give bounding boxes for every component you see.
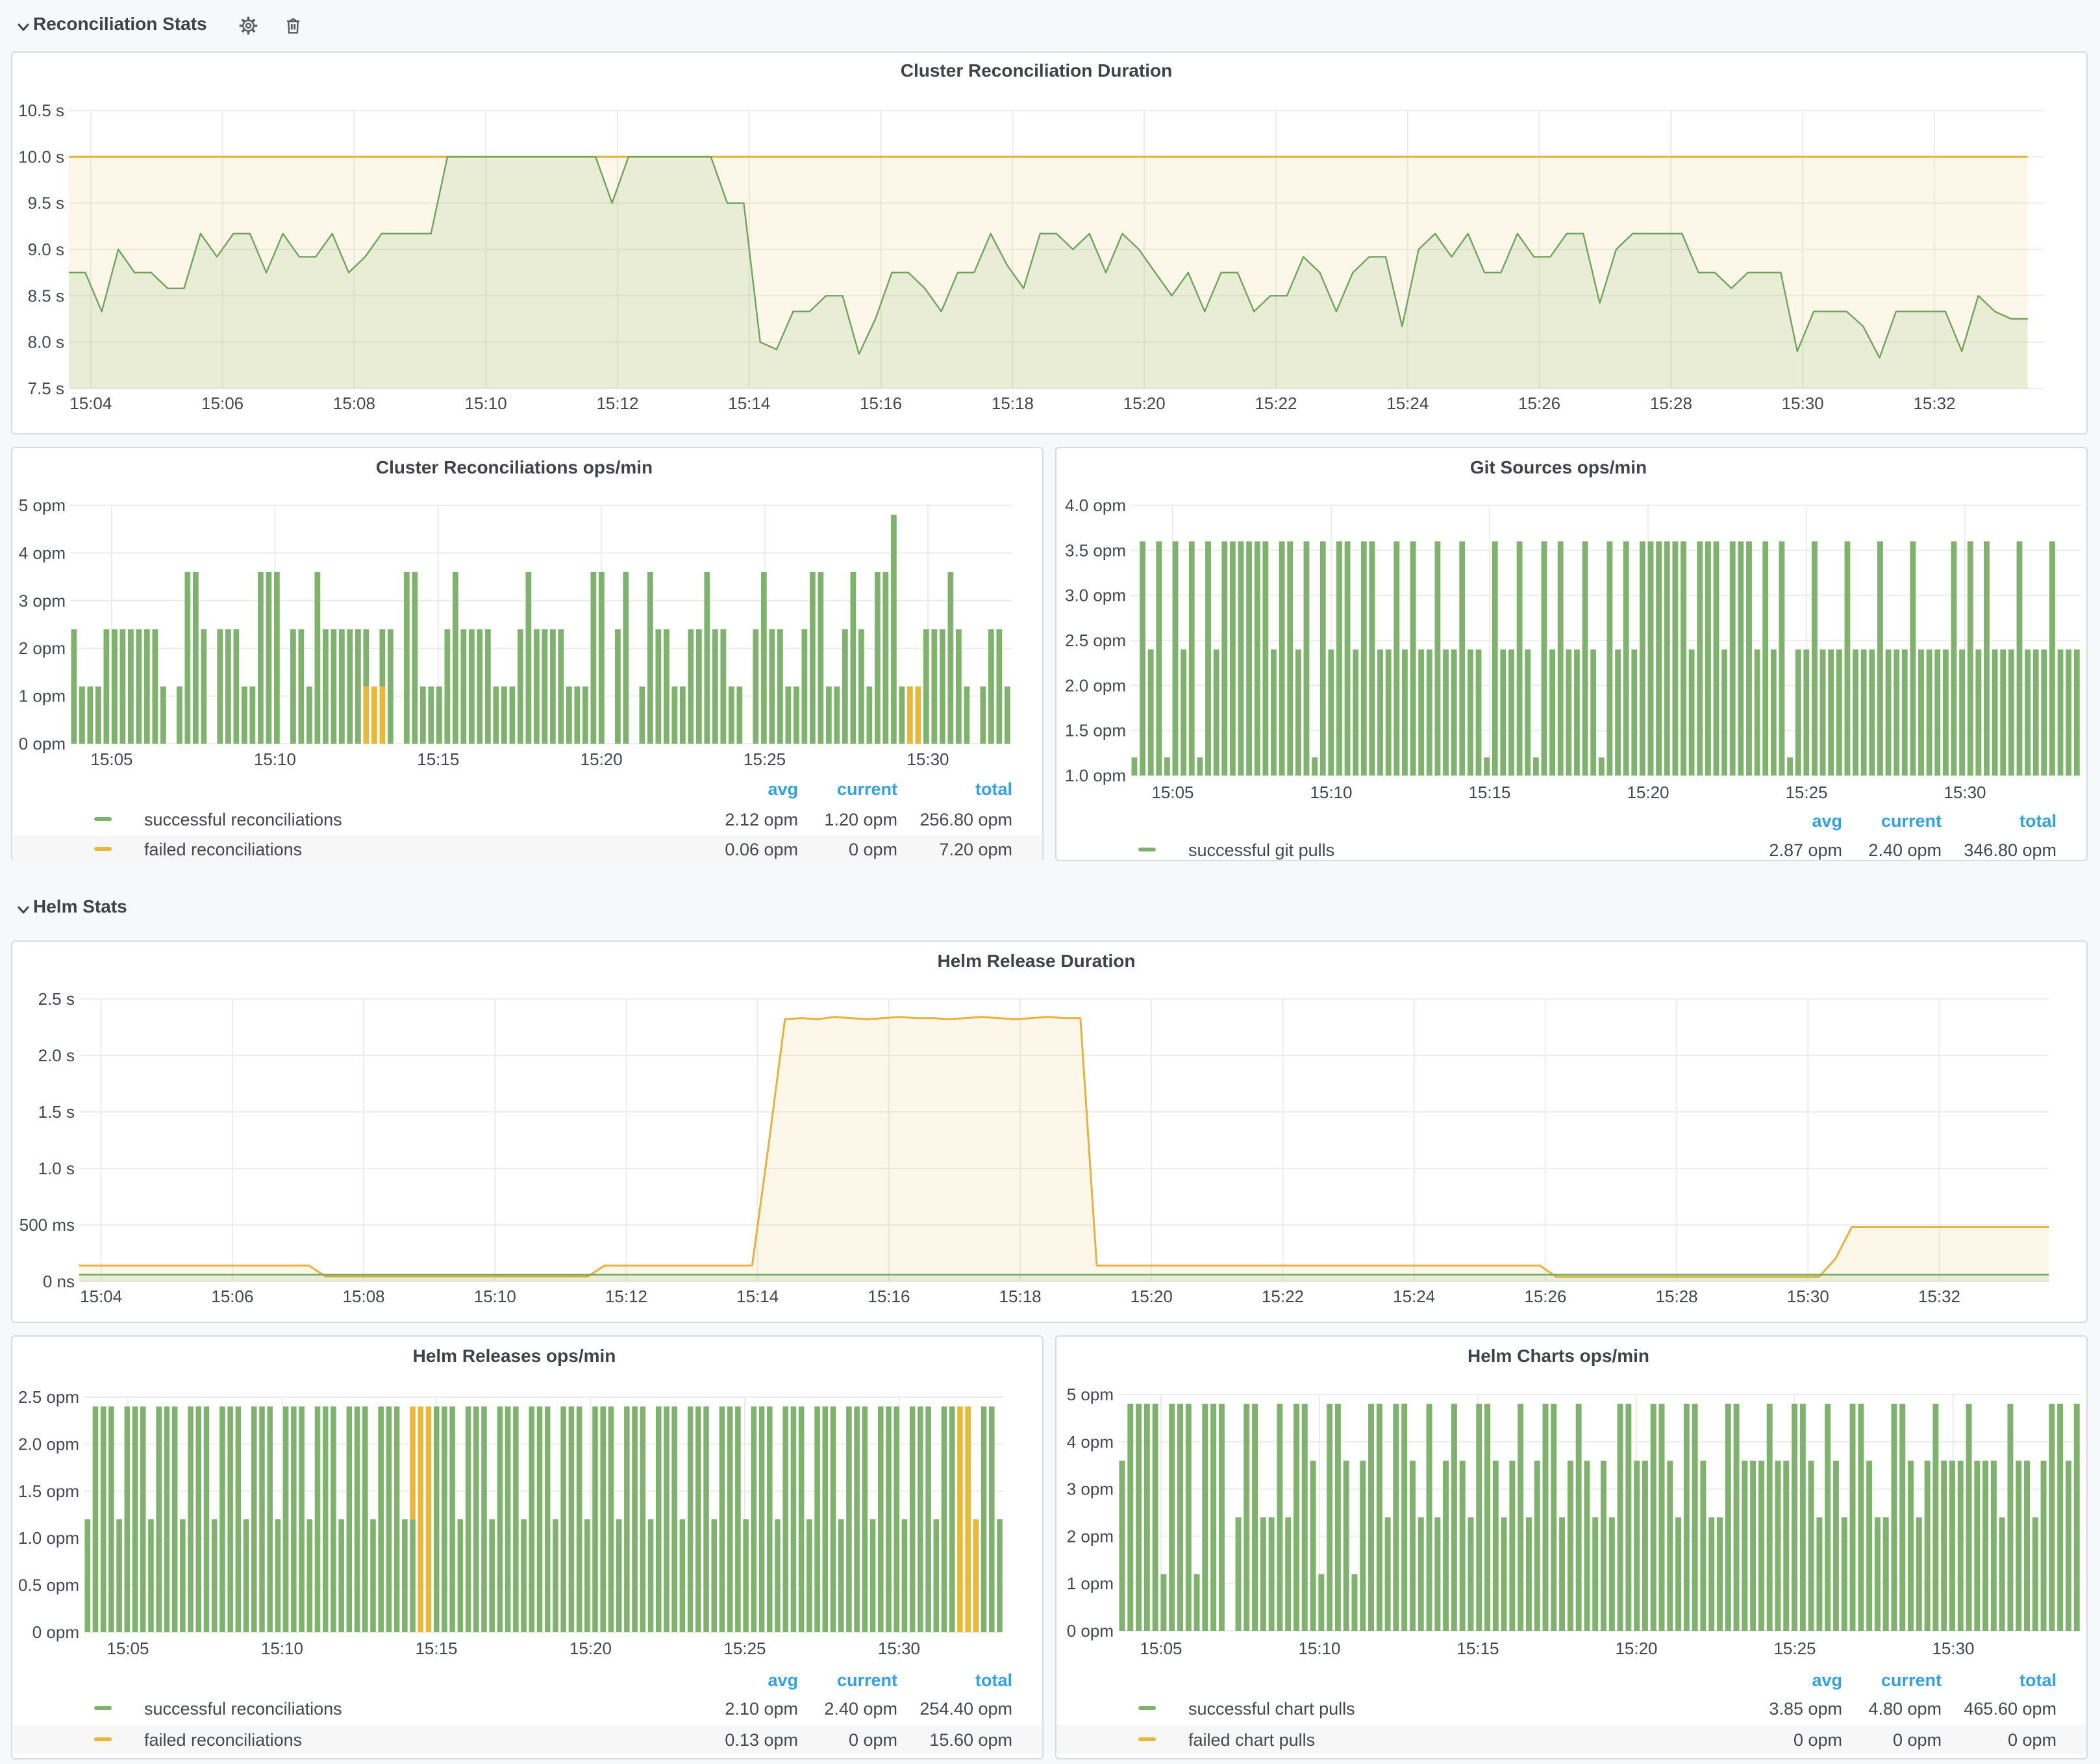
svg-text:1.5 s: 1.5 s bbox=[38, 1102, 75, 1122]
svg-text:15:25: 15:25 bbox=[723, 1639, 766, 1658]
svg-text:15:05: 15:05 bbox=[1140, 1639, 1182, 1658]
svg-text:1.0 opm: 1.0 opm bbox=[18, 1528, 79, 1548]
svg-text:8.0 s: 8.0 s bbox=[28, 333, 64, 352]
svg-text:2.5 s: 2.5 s bbox=[38, 989, 75, 1009]
svg-text:1.5 opm: 1.5 opm bbox=[1065, 721, 1126, 740]
svg-text:15:22: 15:22 bbox=[1262, 1287, 1304, 1306]
svg-text:10.0 s: 10.0 s bbox=[18, 147, 64, 166]
svg-text:0 opm: 0 opm bbox=[32, 1622, 79, 1642]
svg-text:10.5 s: 10.5 s bbox=[18, 101, 64, 120]
svg-text:15:20: 15:20 bbox=[1627, 783, 1669, 802]
svg-text:3 opm: 3 opm bbox=[19, 591, 66, 611]
svg-text:15:10: 15:10 bbox=[254, 750, 296, 769]
svg-text:15:25: 15:25 bbox=[744, 750, 786, 769]
svg-text:15:26: 15:26 bbox=[1518, 394, 1560, 413]
svg-text:15:18: 15:18 bbox=[999, 1287, 1042, 1306]
svg-text:15:20: 15:20 bbox=[1615, 1639, 1657, 1658]
svg-text:15:10: 15:10 bbox=[1298, 1639, 1340, 1658]
svg-text:5 opm: 5 opm bbox=[19, 496, 66, 515]
svg-text:15:15: 15:15 bbox=[1468, 783, 1510, 802]
svg-text:15:12: 15:12 bbox=[605, 1287, 647, 1306]
svg-text:15:30: 15:30 bbox=[1787, 1287, 1829, 1306]
svg-text:15:06: 15:06 bbox=[211, 1287, 253, 1306]
svg-text:2.0 opm: 2.0 opm bbox=[1065, 675, 1126, 695]
svg-text:15:28: 15:28 bbox=[1650, 394, 1692, 413]
svg-text:9.5 s: 9.5 s bbox=[28, 194, 64, 213]
svg-text:15:05: 15:05 bbox=[1151, 783, 1194, 802]
svg-text:15:25: 15:25 bbox=[1785, 783, 1827, 802]
svg-text:15:04: 15:04 bbox=[80, 1287, 122, 1306]
svg-text:2.5 opm: 2.5 opm bbox=[1065, 631, 1126, 650]
svg-text:15:30: 15:30 bbox=[1944, 783, 1986, 802]
svg-text:15:30: 15:30 bbox=[1782, 394, 1824, 413]
svg-text:15:30: 15:30 bbox=[878, 1639, 920, 1658]
svg-text:15:20: 15:20 bbox=[569, 1639, 612, 1658]
svg-text:15:08: 15:08 bbox=[333, 394, 375, 413]
svg-text:1.0 opm: 1.0 opm bbox=[1065, 766, 1126, 785]
svg-text:15:25: 15:25 bbox=[1773, 1639, 1816, 1658]
svg-text:9.0 s: 9.0 s bbox=[28, 240, 64, 259]
svg-text:15:20: 15:20 bbox=[581, 750, 623, 769]
svg-text:8.5 s: 8.5 s bbox=[28, 286, 64, 305]
svg-text:2.5 opm: 2.5 opm bbox=[18, 1387, 79, 1407]
svg-text:15:14: 15:14 bbox=[736, 1287, 779, 1306]
svg-text:2 opm: 2 opm bbox=[1067, 1526, 1114, 1546]
svg-text:15:15: 15:15 bbox=[417, 750, 459, 769]
svg-text:7.5 s: 7.5 s bbox=[28, 379, 64, 398]
svg-text:15:10: 15:10 bbox=[465, 394, 507, 413]
svg-text:15:16: 15:16 bbox=[860, 394, 902, 413]
svg-text:15:20: 15:20 bbox=[1131, 1287, 1173, 1306]
svg-text:15:22: 15:22 bbox=[1255, 394, 1297, 413]
svg-text:15:28: 15:28 bbox=[1656, 1287, 1698, 1306]
svg-text:15:15: 15:15 bbox=[415, 1639, 457, 1658]
svg-text:15:10: 15:10 bbox=[261, 1639, 303, 1658]
svg-text:3.5 opm: 3.5 opm bbox=[1065, 540, 1126, 560]
svg-text:4.0 opm: 4.0 opm bbox=[1065, 496, 1126, 515]
svg-text:0.5 opm: 0.5 opm bbox=[18, 1576, 79, 1595]
svg-text:1 opm: 1 opm bbox=[19, 687, 66, 706]
svg-text:15:18: 15:18 bbox=[992, 394, 1034, 413]
svg-text:15:24: 15:24 bbox=[1393, 1287, 1435, 1306]
svg-text:15:32: 15:32 bbox=[1913, 394, 1955, 413]
svg-text:15:08: 15:08 bbox=[343, 1287, 385, 1306]
svg-text:15:12: 15:12 bbox=[596, 394, 638, 413]
svg-text:15:32: 15:32 bbox=[1918, 1287, 1960, 1306]
svg-text:15:05: 15:05 bbox=[90, 750, 132, 769]
svg-text:0 opm: 0 opm bbox=[1067, 1621, 1114, 1641]
svg-text:15:14: 15:14 bbox=[728, 394, 770, 413]
svg-text:1.5 opm: 1.5 opm bbox=[18, 1481, 79, 1501]
svg-text:15:30: 15:30 bbox=[1932, 1639, 1974, 1658]
svg-text:15:20: 15:20 bbox=[1123, 394, 1166, 413]
svg-text:1.0 s: 1.0 s bbox=[38, 1159, 75, 1178]
svg-text:5 opm: 5 opm bbox=[1067, 1385, 1114, 1404]
svg-text:4 opm: 4 opm bbox=[19, 543, 66, 562]
svg-text:15:30: 15:30 bbox=[906, 750, 949, 769]
svg-text:15:16: 15:16 bbox=[868, 1287, 910, 1306]
svg-text:2 opm: 2 opm bbox=[19, 638, 66, 658]
svg-text:4 opm: 4 opm bbox=[1067, 1432, 1114, 1452]
svg-text:15:10: 15:10 bbox=[474, 1287, 516, 1306]
svg-text:15:10: 15:10 bbox=[1310, 783, 1352, 802]
svg-text:15:26: 15:26 bbox=[1524, 1287, 1566, 1306]
svg-text:15:06: 15:06 bbox=[201, 394, 244, 413]
svg-text:0 ns: 0 ns bbox=[43, 1272, 75, 1291]
svg-text:1 opm: 1 opm bbox=[1067, 1574, 1114, 1593]
svg-text:15:05: 15:05 bbox=[106, 1639, 149, 1658]
svg-text:3 opm: 3 opm bbox=[1067, 1480, 1114, 1499]
svg-text:2.0 s: 2.0 s bbox=[38, 1046, 75, 1065]
svg-text:500 ms: 500 ms bbox=[19, 1215, 75, 1235]
svg-text:3.0 opm: 3.0 opm bbox=[1065, 586, 1126, 605]
svg-text:0 opm: 0 opm bbox=[19, 734, 66, 753]
svg-text:2.0 opm: 2.0 opm bbox=[18, 1434, 79, 1454]
svg-text:15:24: 15:24 bbox=[1386, 394, 1429, 413]
svg-text:15:15: 15:15 bbox=[1456, 1639, 1499, 1658]
svg-text:15:04: 15:04 bbox=[69, 394, 112, 413]
